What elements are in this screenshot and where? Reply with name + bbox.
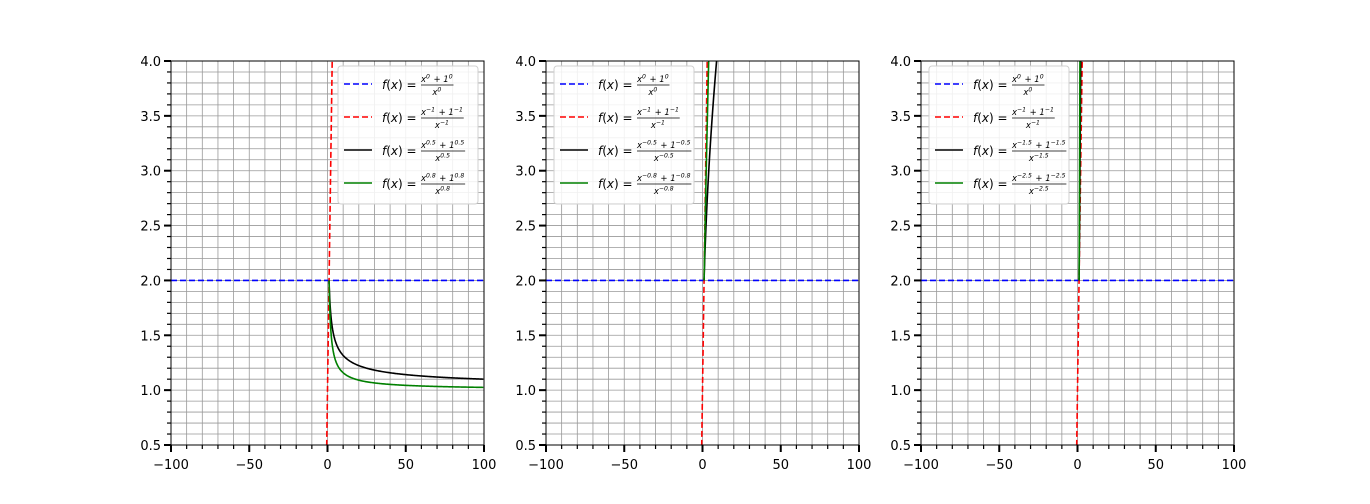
y-tick-label: 2.5 (890, 220, 911, 235)
x-tick-label: 100 (472, 458, 497, 473)
y-tick-label: 0.5 (140, 439, 161, 454)
x-tick-label: −100 (153, 458, 189, 473)
grid (920, 60, 1235, 446)
legend-numerator-4: x−0.8 + 1−0.8 (636, 173, 691, 185)
legend-label-2: f(x) = (382, 111, 417, 125)
y-tick-label: 3.5 (140, 110, 161, 125)
series-line-4 (328, 280, 484, 389)
series-group (546, 61, 859, 445)
y-tick-label: 3.0 (890, 165, 911, 180)
legend-numerator-1: x0 + 10 (1011, 74, 1044, 86)
legend-label-4: f(x) = (382, 177, 417, 191)
tick-marks (914, 60, 1235, 452)
y-tick-label: 3.0 (140, 165, 161, 180)
legend-numerator-3: x−1.5 + 1−1.5 (1011, 140, 1066, 152)
series-line-3 (328, 280, 484, 380)
y-tick-label: 1.0 (515, 384, 536, 399)
y-tick-label: 2.5 (140, 220, 161, 235)
x-tick-label: 50 (397, 458, 414, 473)
tick-marks (164, 60, 485, 452)
series-line-2 (325, 61, 333, 445)
chart-panel-2: −100 −50 0 50 100 0.5 1.0 1.5 2.0 2.5 3.0 3.5 4.0 f(x… (515, 55, 872, 473)
legend-denominator-3: x−1.5 (1028, 153, 1050, 165)
legend-label-3: f(x) = (382, 144, 417, 158)
legend-denominator-1: x0 (1022, 87, 1033, 99)
legend-denominator-4: x−0.8 (653, 186, 675, 198)
y-tick-label: 3.5 (515, 110, 536, 125)
legend-denominator-2: x−1 (1025, 120, 1041, 132)
y-tick-label: 0.5 (890, 439, 911, 454)
series-line-4 (1078, 61, 1081, 281)
legend-label-3: f(x) = (973, 144, 1008, 158)
legend-label-2: f(x) = (973, 111, 1008, 125)
legend-numerator-2: x−1 + 1−1 (1011, 107, 1055, 119)
legend-numerator-4: x0.8 + 10.8 (420, 173, 465, 185)
x-tick-label: 50 (772, 458, 789, 473)
y-tick-label: 3.5 (890, 110, 911, 125)
legend-label-1: f(x) = (382, 78, 417, 92)
series-group (921, 61, 1234, 445)
legend-denominator-2: x−1 (650, 120, 666, 132)
legend-denominator-4: x−2.5 (1028, 186, 1050, 198)
x-tick-label: 0 (323, 458, 331, 473)
legend: f(x) = x0 + 10 x0 f(x) = x−1 + 1−1 x−1 f(x… (928, 65, 1070, 205)
series-line-4 (703, 61, 710, 281)
y-tick-label: 0.5 (515, 439, 536, 454)
legend-numerator-3: x0.5 + 10.5 (420, 140, 465, 152)
x-tick-label: −50 (611, 458, 638, 473)
y-tick-label: 4.0 (890, 55, 911, 70)
y-tick-label: 3.0 (515, 165, 536, 180)
legend-denominator-4: x0.8 (434, 186, 451, 198)
legend-numerator-4: x−2.5 + 1−2.5 (1011, 173, 1066, 185)
legend-numerator-3: x−0.5 + 1−0.5 (636, 140, 691, 152)
y-tick-label: 2.0 (140, 274, 161, 289)
y-tick-label: 1.0 (140, 384, 161, 399)
legend: f(x) = x0 + 10 x0 f(x) = x−1 + 1−1 x−1 f(x… (553, 65, 695, 205)
x-tick-label: −50 (986, 458, 1013, 473)
y-tick-label: 2.0 (890, 274, 911, 289)
legend-denominator-3: x−0.5 (653, 153, 675, 165)
y-tick-label: 2.5 (515, 220, 536, 235)
legend-denominator-1: x0 (431, 87, 442, 99)
tick-marks (539, 60, 860, 452)
legend-numerator-1: x0 + 10 (636, 74, 669, 86)
legend-label-4: f(x) = (973, 177, 1008, 191)
y-tick-label: 1.0 (890, 384, 911, 399)
x-tick-label: −100 (903, 458, 939, 473)
legend-label-2: f(x) = (598, 111, 633, 125)
y-tick-label: 1.5 (515, 329, 536, 344)
x-tick-label: −50 (236, 458, 263, 473)
legend-box (928, 65, 1070, 205)
x-tick-label: 0 (1073, 458, 1081, 473)
legend-denominator-1: x0 (647, 87, 658, 99)
y-tick-label: 4.0 (140, 55, 161, 70)
legend-label-4: f(x) = (598, 177, 633, 191)
y-tick-label: 1.5 (140, 329, 161, 344)
chart-panel-3: −100 −50 0 50 100 0.5 1.0 1.5 2.0 2.5 3.0 3.5 4.0 f(x… (890, 55, 1247, 473)
legend-denominator-3: x0.5 (434, 153, 451, 165)
chart-panel-1: −100 −50 0 50 100 0.5 1.0 1.5 2.0 2.5 3.0 3.5 4.0 f(x… (140, 55, 497, 473)
x-tick-label: 100 (847, 458, 872, 473)
legend-label-1: f(x) = (973, 78, 1008, 92)
y-tick-label: 1.5 (890, 329, 911, 344)
legend-numerator-2: x−1 + 1−1 (636, 107, 680, 119)
legend-label-1: f(x) = (598, 78, 633, 92)
legend-box (337, 65, 479, 205)
x-tick-label: 100 (1222, 458, 1247, 473)
x-tick-label: 0 (698, 458, 706, 473)
legend-numerator-2: x−1 + 1−1 (420, 107, 464, 119)
x-tick-label: −100 (528, 458, 564, 473)
legend-box (553, 65, 695, 205)
legend-numerator-1: x0 + 10 (420, 74, 453, 86)
legend-denominator-2: x−1 (434, 120, 450, 132)
series-group (171, 61, 484, 445)
legend: f(x) = x0 + 10 x0 f(x) = x−1 + 1−1 x−1 f(x… (337, 65, 479, 205)
legend-label-3: f(x) = (598, 144, 633, 158)
x-tick-label: 50 (1147, 458, 1164, 473)
y-tick-label: 4.0 (515, 55, 536, 70)
y-tick-label: 2.0 (515, 274, 536, 289)
